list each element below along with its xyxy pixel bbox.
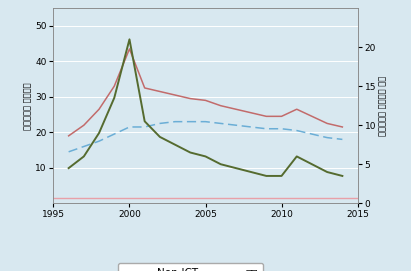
Legend: Non-ICT, ICT, 차이: Non-ICT, ICT, 차이: [118, 263, 263, 271]
Y-axis label: 고용증가율 표준편차 차이: 고용증가율 표준편차 차이: [379, 76, 388, 136]
Y-axis label: 고용증가율 표준편차: 고용증가율 표준편차: [23, 82, 32, 130]
